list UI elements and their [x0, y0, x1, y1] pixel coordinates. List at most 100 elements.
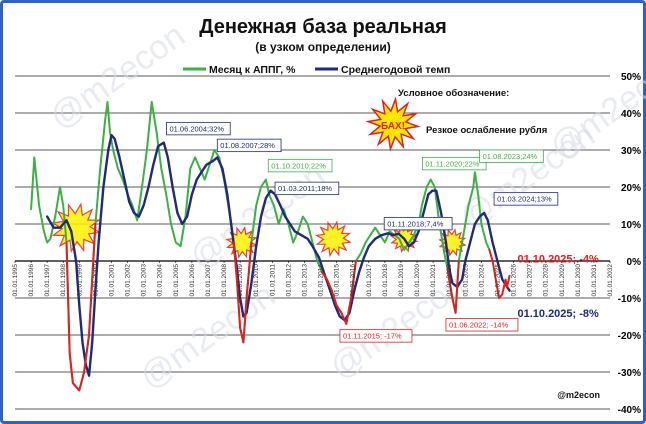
annotation-label: 01.03.2011;18%	[274, 181, 340, 196]
annotation-label: 01.08.2023;24%	[479, 149, 544, 163]
y-tick-label: 50%	[621, 72, 641, 83]
annotation-box	[216, 138, 282, 153]
x-tick-label: 01.01.2006	[189, 264, 196, 297]
annotation-box	[421, 156, 487, 171]
annotation-box	[479, 149, 544, 163]
series-line-red-segment	[321, 260, 357, 325]
x-tick-label: 01.01.2000	[92, 264, 99, 297]
x-tick-label: 01.01.2025	[494, 264, 501, 297]
x-tick-label: 01.01.2029	[559, 264, 566, 297]
annotation-label: 01.10.2010;22%	[267, 158, 333, 173]
legend-box: Условное обозначение: БАХ! Резкое ослабл…	[365, 88, 547, 152]
x-tick-label: 01.01.2016	[350, 264, 357, 297]
y-tick-label: -40%	[618, 405, 641, 416]
x-tick-label: 01.01.2024	[478, 264, 485, 297]
x-tick-label: 01.01.2020	[414, 264, 421, 297]
annotation-box	[493, 192, 559, 206]
series-line-red-segment	[488, 248, 511, 299]
annotation-label: 01.10.2025; -8%	[517, 308, 599, 320]
annotation-box	[445, 318, 519, 332]
x-tick-label: 01.01.2015	[334, 264, 341, 297]
source-label: @m2econ	[557, 390, 600, 400]
x-tick-label: 01.01.2032	[607, 264, 614, 297]
annotation-label: 01.03.2024;13%	[493, 192, 559, 206]
annotation-text: 01.03.2011;18%	[278, 184, 332, 193]
legend-burst-label: БАХ!	[381, 121, 405, 132]
x-tick-label: 01.01.2028	[543, 264, 550, 297]
x-tick-label: 01.01.1995	[12, 264, 19, 297]
annotation-box	[339, 329, 413, 343]
x-tick-labels: 01.01.1995 01.01.1996 01.01.1997 01.01.1998…	[12, 264, 614, 297]
annotation-text: 01.08.2007;28%	[220, 141, 275, 150]
x-tick-label: 01.01.2008	[221, 264, 228, 297]
chart-title: Денежная база реальная	[199, 16, 447, 38]
explosion-marker	[314, 220, 352, 258]
x-tick-label: 01.01.2030	[575, 264, 582, 297]
y-tick-label: 40%	[621, 109, 641, 120]
legend-box-heading: Условное обозначение:	[398, 88, 509, 99]
x-tick-label: 01.01.2019	[398, 264, 405, 297]
annotation-label: 01.06.2022; -14%	[445, 318, 519, 332]
x-tick-label: 01.01.2017	[366, 264, 373, 297]
x-tick-label: 01.01.2003	[141, 264, 148, 297]
annotation-text: 01.10.2010;22%	[271, 161, 326, 170]
annotation-label: 01.11.2020;22%	[421, 156, 487, 171]
x-tick-label: 01.01.2012	[285, 264, 292, 297]
x-tick-label: 01.01.2010	[253, 264, 260, 297]
annotation-label: 01.08.2007;28%	[216, 138, 282, 153]
annotation-box	[383, 216, 453, 231]
explosion-markers	[50, 202, 467, 259]
legend-burst-icon	[365, 96, 421, 152]
annotation-text: 01.11.2018;7,4%	[387, 219, 443, 228]
x-tick-label: 01.01.2031	[591, 264, 598, 297]
grid	[14, 75, 611, 410]
x-tick-label: 01.01.2027	[527, 264, 534, 297]
y-tick-label: 20%	[621, 183, 641, 194]
annotation-box	[267, 158, 333, 173]
annotation-text: 01.03.2024;13%	[497, 195, 552, 204]
y-tick-label: -10%	[618, 294, 641, 305]
y-tick-label: 30%	[621, 146, 641, 157]
x-tick-label: 01.01.1997	[44, 264, 51, 297]
y-tick-label: -20%	[618, 331, 641, 342]
x-tick-label: 01.01.2023	[462, 264, 469, 297]
annotation-text: 01.10.2025; -8%	[517, 308, 599, 320]
x-tick-label: 01.01.2018	[382, 264, 389, 297]
legend-label-average: Среднегодовой темп	[341, 64, 450, 76]
y-tick-label: 10%	[621, 220, 641, 231]
series-line-red-segment	[65, 223, 97, 392]
legend-label-monthly: Месяц к АППГ, %	[209, 64, 296, 76]
x-tick-label: 01.01.2004	[157, 264, 164, 297]
x-tick-label: 01.01.2002	[125, 264, 132, 297]
series-line-average	[46, 134, 511, 377]
annotation-text: 01.08.2023;24%	[483, 152, 538, 161]
x-tick-label: 01.01.2001	[108, 264, 115, 297]
series-line-red-segment	[446, 260, 460, 314]
x-tick-label: 01.01.2005	[173, 264, 180, 297]
x-tick-label: 01.01.2026	[511, 264, 518, 297]
x-tick-label: 01.01.1996	[28, 264, 35, 297]
series-line-red-segment	[232, 241, 253, 344]
annotation-label: 01.10.2025; -4%	[517, 253, 599, 265]
x-tick-label: 01.01.2011	[269, 264, 276, 296]
x-tick-label: 01.01.2009	[237, 264, 244, 297]
annotation-text: 01.11.2020;22%	[425, 159, 479, 168]
legend: Месяц к АППГ, % Среднегодовой темп	[183, 64, 450, 76]
x-tick-label: 01.01.2014	[318, 264, 325, 297]
annotation-text: 01.06.2022; -14%	[449, 321, 509, 330]
x-tick-label: 01.01.2007	[205, 264, 212, 297]
annotation-text: 01.06.2004;32%	[169, 124, 224, 133]
series-lines	[30, 100, 511, 392]
y-tick-labels: -40% -30% -20% -10% 0% 10% 20% 30% 40% 50%	[618, 72, 641, 416]
annotation-box	[274, 181, 340, 196]
annotation-box	[166, 121, 231, 136]
x-tick-label: 01.01.2021	[430, 264, 437, 297]
annotation-text: 01.11.2015; -17%	[343, 332, 402, 341]
annotations: 01.06.2004;32% 01.08.2007;28% 01.10.2010;2…	[166, 121, 599, 343]
chart-subtitle: (в узком определении)	[255, 40, 390, 54]
y-tick-label: 0%	[627, 257, 642, 268]
annotation-text: 01.10.2025; -4%	[517, 253, 599, 265]
x-tick-label: 01.01.2022	[446, 264, 453, 297]
